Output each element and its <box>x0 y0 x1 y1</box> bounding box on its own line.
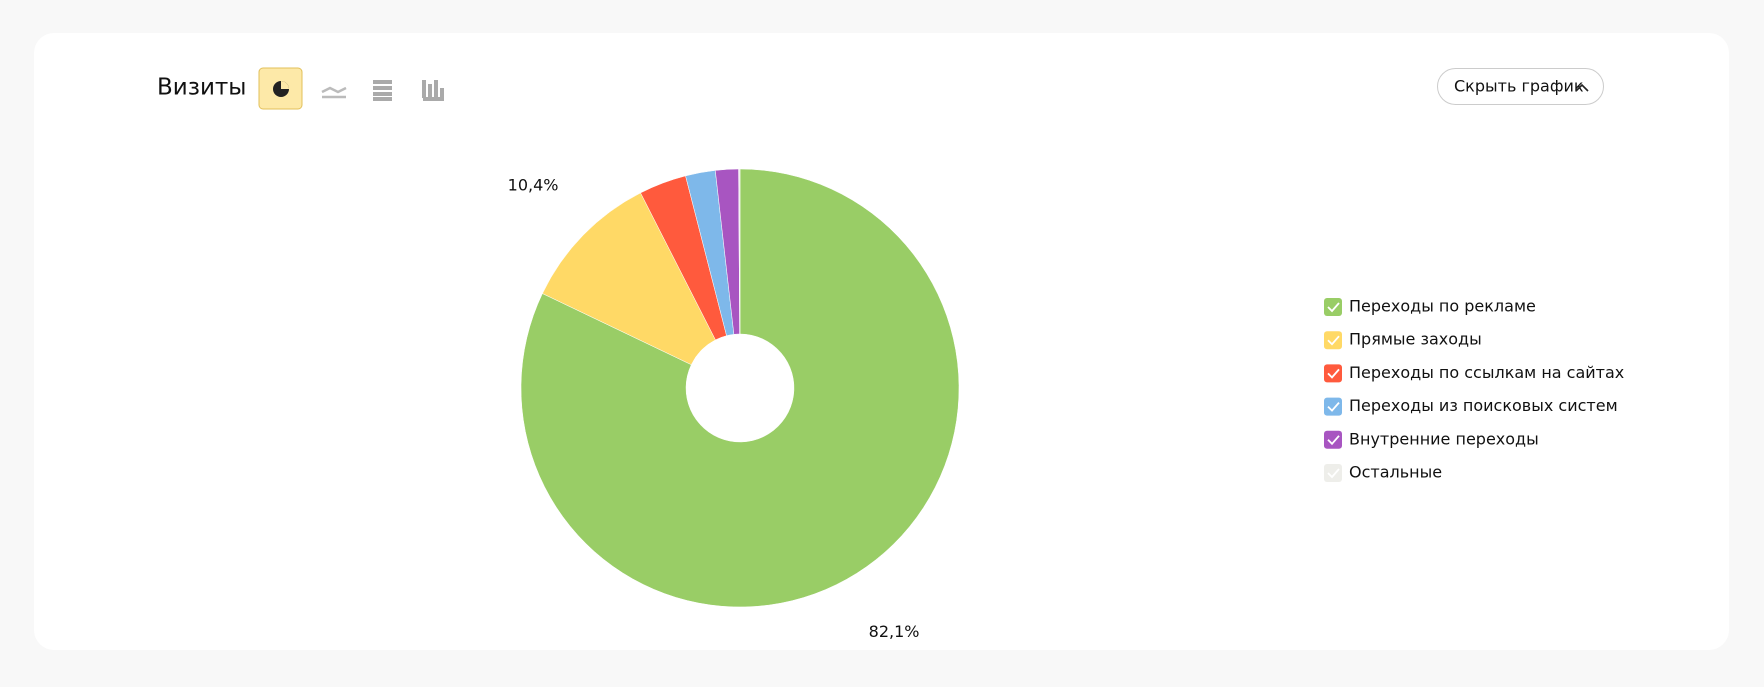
legend-swatch <box>1324 364 1342 383</box>
area-button[interactable] <box>373 80 392 101</box>
legend-label: Переходы по ссылкам на сайтах <box>1349 363 1624 382</box>
legend-label: Переходы из поисковых систем <box>1349 396 1618 415</box>
button-label[interactable]: Скрыть график <box>1454 77 1584 96</box>
legend-swatch <box>1324 298 1342 316</box>
pie-slice <box>738 168 741 335</box>
legend-swatch <box>1324 430 1342 449</box>
line-button[interactable] <box>321 86 347 99</box>
chevron <box>1575 83 1589 92</box>
pie-slice <box>520 168 960 608</box>
chart-type-switch[interactable] <box>258 67 444 110</box>
button-frame[interactable] <box>1437 68 1604 105</box>
legend-label: Прямые заходы <box>1349 330 1482 349</box>
legend-label: Переходы по рекламе <box>1349 297 1536 316</box>
legend-swatch <box>1324 464 1342 482</box>
legend-check <box>1327 402 1340 412</box>
data-label: 10,4% <box>508 176 559 195</box>
pie-slice <box>542 192 716 366</box>
hide-chart-button[interactable]: Скрыть график <box>1437 68 1604 105</box>
legend-swatch <box>1324 331 1342 350</box>
legend-swatch <box>1324 397 1342 416</box>
data-label: 82,1% <box>869 622 920 641</box>
pie-icon-cut <box>281 81 289 89</box>
legend-check <box>1327 368 1340 379</box>
legend-label: Внутренние переходы <box>1349 429 1539 448</box>
legend-check <box>1327 435 1340 446</box>
legend-check <box>1327 335 1340 346</box>
legend-label: Остальные <box>1349 463 1442 482</box>
chart-title: Визиты <box>157 75 246 101</box>
legend-check <box>1327 302 1340 313</box>
legend-check <box>1327 468 1340 479</box>
bar-button[interactable] <box>422 80 444 101</box>
